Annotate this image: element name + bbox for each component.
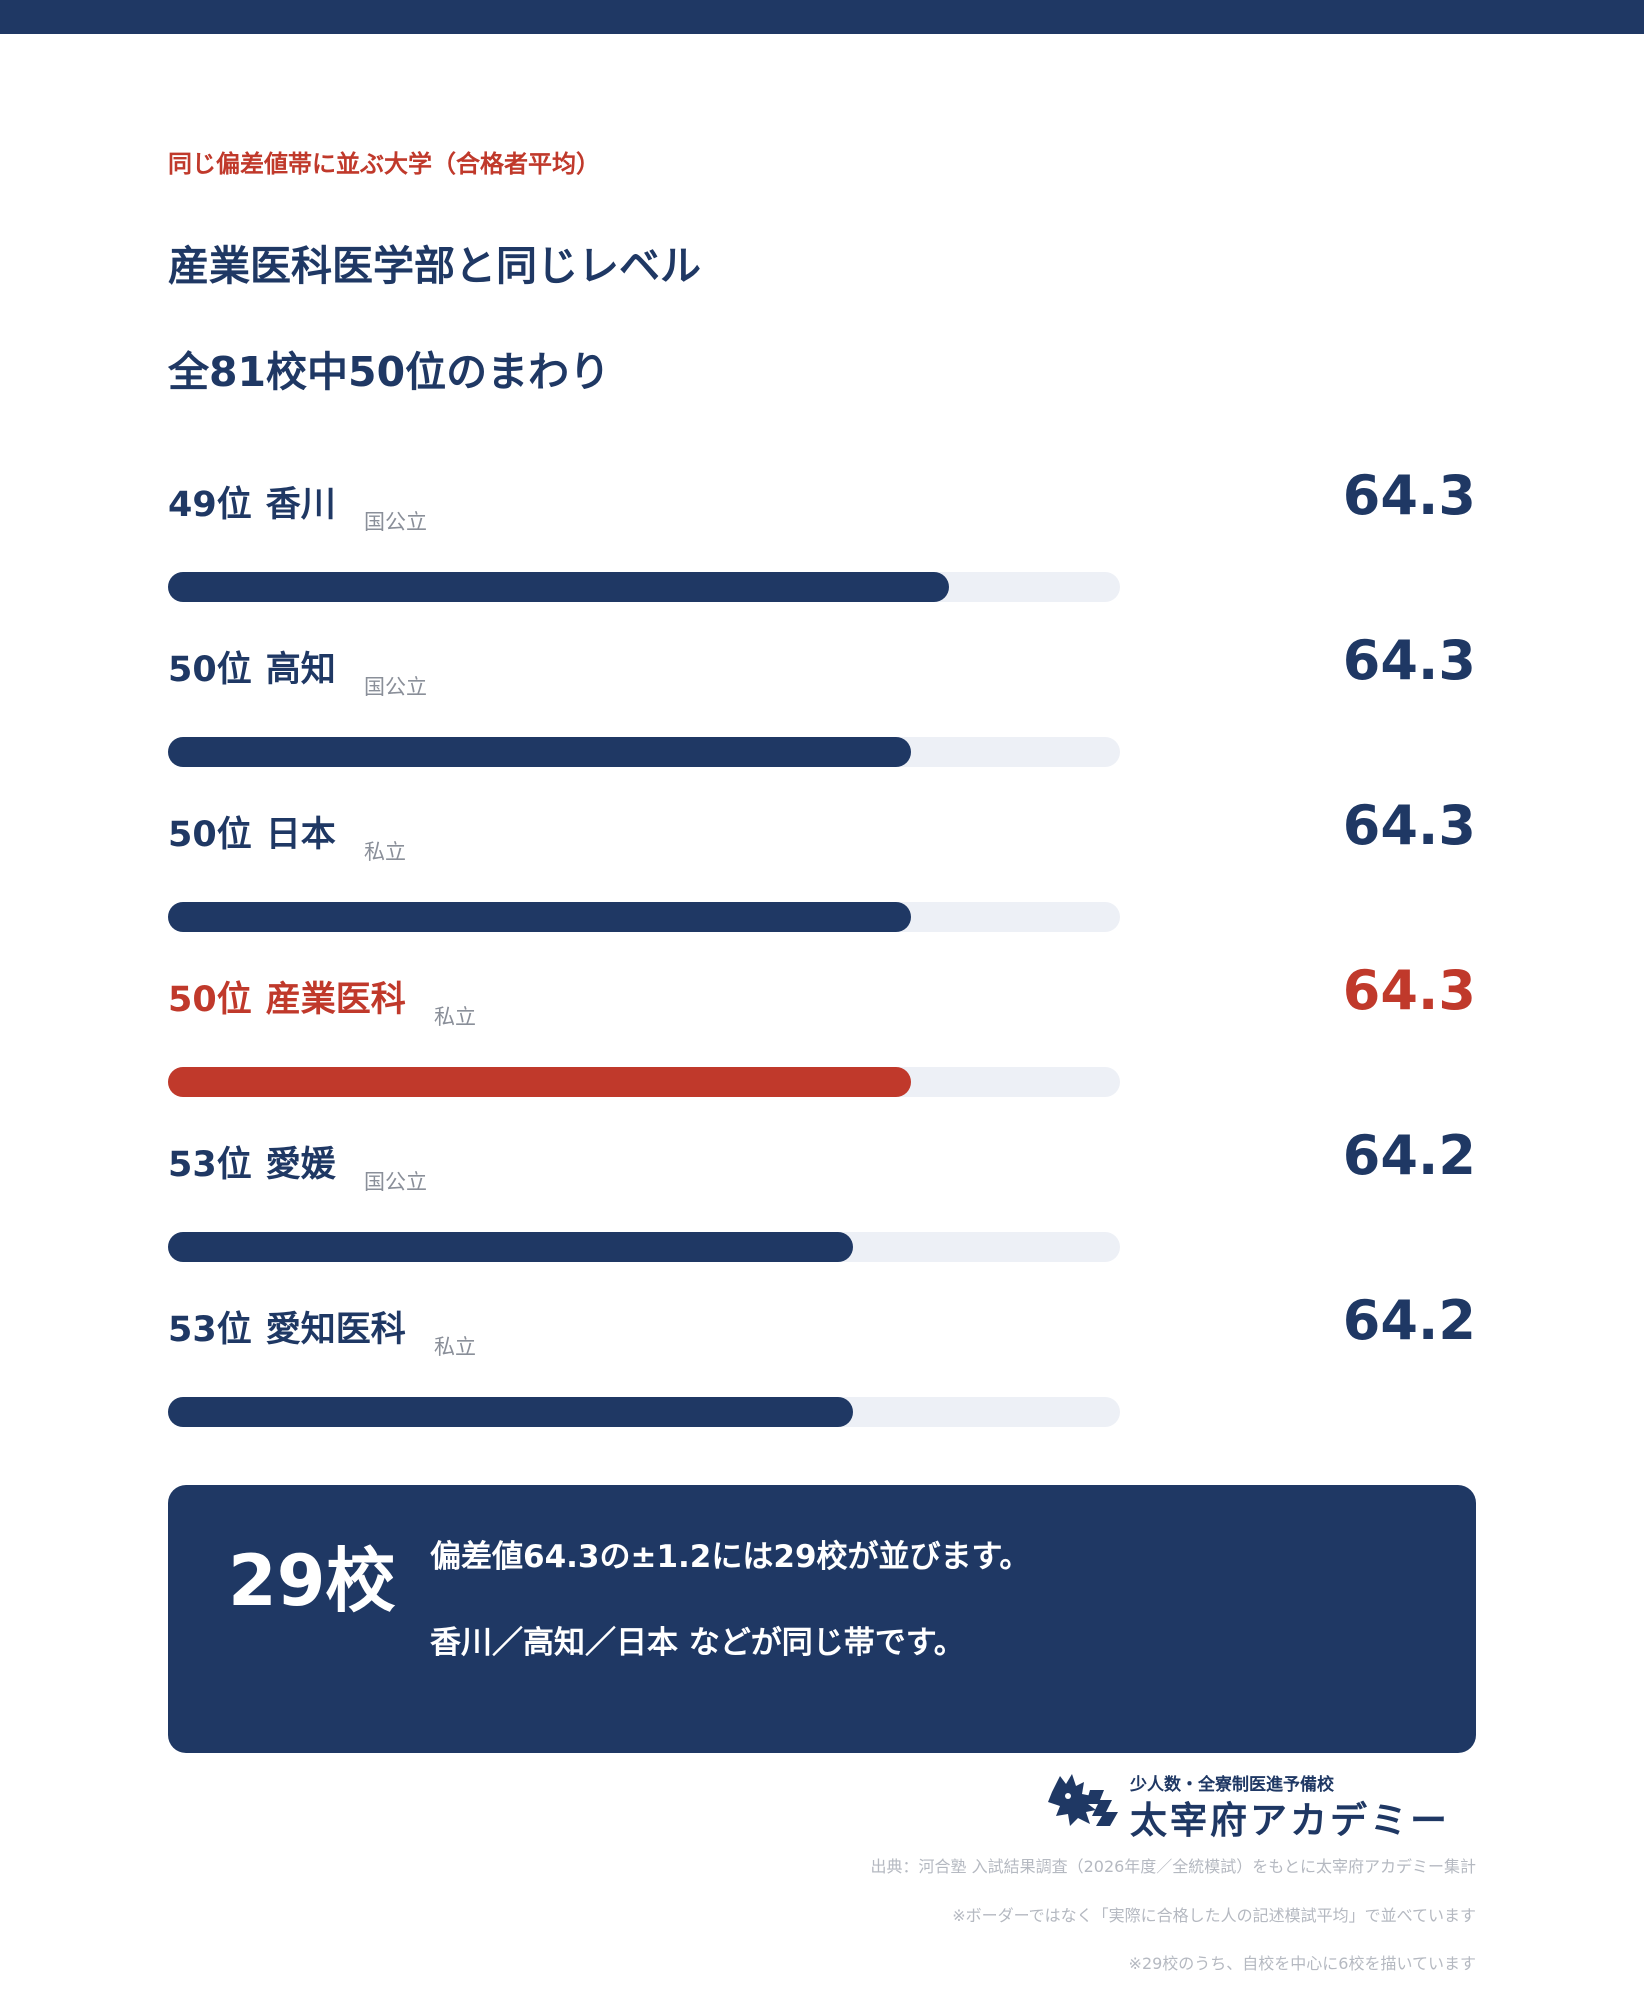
bar-track <box>168 1397 1120 1427</box>
rank-label: 53位 <box>168 1145 252 1185</box>
university-name: 愛知医科 <box>265 1310 406 1350</box>
bar-track <box>168 1232 1120 1262</box>
row-label: 49位 香川 <box>168 476 336 527</box>
row-label: 53位 愛媛 <box>168 1136 336 1187</box>
bar-track <box>168 572 1120 602</box>
top-accent-bar <box>0 0 1644 34</box>
bar <box>168 1067 911 1097</box>
university-name: 香川 <box>265 485 336 525</box>
section-eyebrow: 同じ偏差値帯に並ぶ大学（合格者平均） <box>168 150 600 178</box>
value-label: 64.3 <box>1342 629 1476 692</box>
chart-row: 49位 香川国公立 64.3 <box>0 464 1644 636</box>
chart-row: 50位 産業医科私立 64.3 <box>0 959 1644 1131</box>
value-label: 64.2 <box>1342 1124 1476 1187</box>
chart-row: 53位 愛媛国公立 64.2 <box>0 1124 1644 1296</box>
bar <box>168 737 911 767</box>
scope-note: ※29校のうち、自校を中心に6校を描いています <box>1128 1954 1476 1973</box>
chart-row: 53位 愛知医科私立 64.2 <box>0 1289 1644 1461</box>
row-label: 50位 産業医科 <box>168 971 406 1022</box>
logo-subtitle: 少人数・全寮制医進予備校 <box>1130 1775 1334 1795</box>
value-label: 64.2 <box>1342 1289 1476 1352</box>
page-title-line2: 全81校中50位のまわり <box>168 348 611 396</box>
bar-track <box>168 737 1120 767</box>
school-type-label: 国公立 <box>364 510 427 534</box>
university-name: 高知 <box>265 650 336 690</box>
summary-line2: 香川／高知／日本 などが同じ帯です。 <box>430 1625 965 1661</box>
row-label: 50位 高知 <box>168 641 336 692</box>
value-label: 64.3 <box>1342 464 1476 527</box>
university-name: 日本 <box>265 815 336 855</box>
school-type-label: 私立 <box>364 840 406 864</box>
row-label: 53位 愛知医科 <box>168 1301 406 1352</box>
logo-name: 太宰府アカデミー <box>1130 1798 1450 1842</box>
bar <box>168 1232 853 1262</box>
summary-line1: 偏差値64.3の±1.2には29校が並びます。 <box>430 1539 1031 1575</box>
chart-row: 50位 日本私立 64.3 <box>0 794 1644 966</box>
rank-label: 50位 <box>168 815 252 855</box>
bar <box>168 902 911 932</box>
bar <box>168 572 949 602</box>
lion-mark-icon <box>1048 1774 1118 1826</box>
school-type-label: 国公立 <box>364 675 427 699</box>
rank-label: 53位 <box>168 1310 252 1350</box>
rank-label: 49位 <box>168 485 252 525</box>
bar <box>168 1397 853 1427</box>
university-name: 産業医科 <box>265 980 406 1020</box>
page-title-line1: 産業医科医学部と同じレベル <box>168 242 701 290</box>
school-type-label: 国公立 <box>364 1170 427 1194</box>
bar-track <box>168 902 1120 932</box>
bar-track <box>168 1067 1120 1097</box>
rank-label: 50位 <box>168 650 252 690</box>
university-name: 愛媛 <box>265 1145 336 1185</box>
method-note: ※ボーダーではなく「実際に合格した人の記述模試平均」で並べています <box>952 1906 1476 1925</box>
school-type-label: 私立 <box>434 1005 476 1029</box>
chart-row: 50位 高知国公立 64.3 <box>0 629 1644 801</box>
value-label: 64.3 <box>1342 959 1476 1022</box>
source-note: 出典：河合塾 入試結果調査（2026年度／全統模試）をもとに太宰府アカデミー集計 <box>870 1857 1477 1876</box>
school-type-label: 私立 <box>434 1335 476 1359</box>
summary-count: 29校 <box>228 1540 396 1622</box>
rank-label: 50位 <box>168 980 252 1020</box>
brand-logo: 少人数・全寮制医進予備校 太宰府アカデミー <box>1046 1768 1476 1842</box>
row-label: 50位 日本 <box>168 806 336 857</box>
summary-box: 29校 偏差値64.3の±1.2には29校が並びます。 香川／高知／日本 などが… <box>168 1485 1476 1753</box>
value-label: 64.3 <box>1342 794 1476 857</box>
